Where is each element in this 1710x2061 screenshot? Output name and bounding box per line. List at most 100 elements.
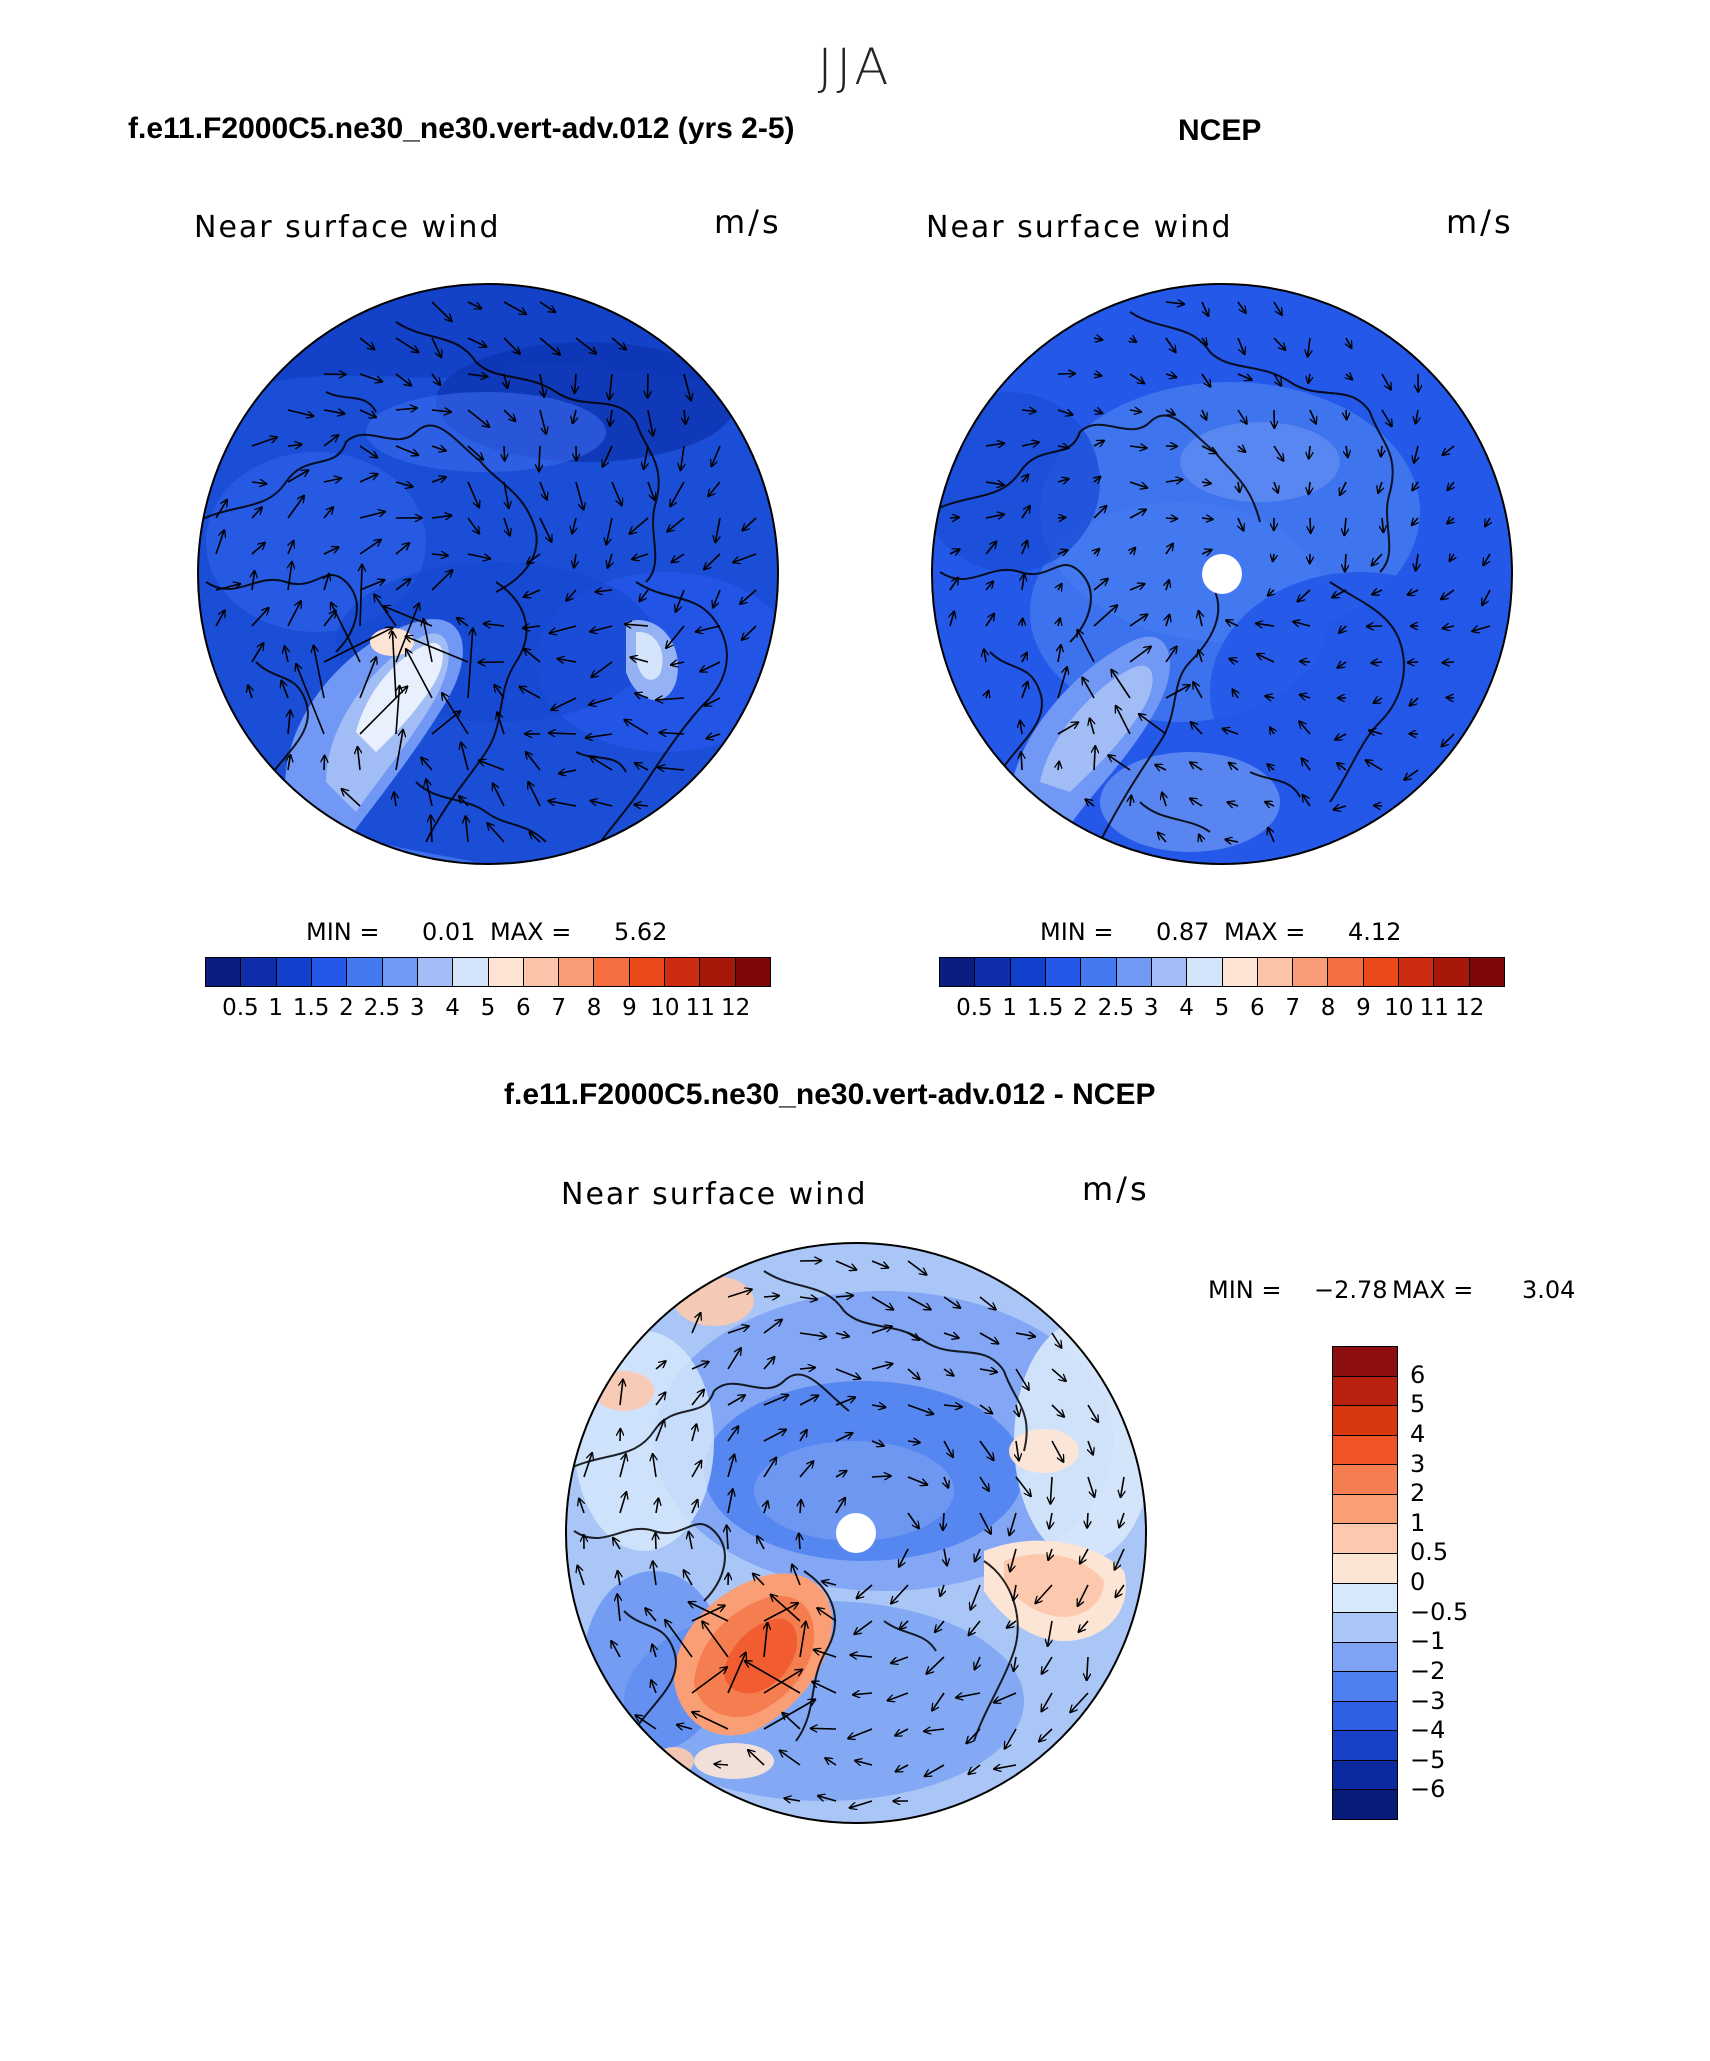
wind-vector-arrow xyxy=(1165,374,1177,378)
wind-vector-arrow xyxy=(575,373,577,394)
wind-vector-arrow xyxy=(691,1605,726,1622)
wind-vector-arrow xyxy=(1189,798,1203,807)
wind-vector-arrow xyxy=(691,1361,710,1370)
panel3-colorbar-swatch xyxy=(1333,1375,1397,1406)
wind-vector-arrow xyxy=(684,409,686,425)
wind-vector-arrow xyxy=(799,1461,814,1478)
wind-vector-arrow xyxy=(993,1692,1017,1703)
wind-vector-arrow xyxy=(799,1333,827,1337)
wind-vector-arrow xyxy=(620,1379,623,1406)
wind-vector-arrow xyxy=(1021,410,1037,412)
wind-vector-arrow xyxy=(1041,1692,1053,1712)
wind-vector-arrow xyxy=(1129,410,1142,412)
wind-vector-arrow xyxy=(1057,446,1070,448)
wind-vector-arrow xyxy=(467,301,482,310)
panel3-case-title: f.e11.F2000C5.ne30_ne30.vert-adv.012 - N… xyxy=(504,1078,1156,1111)
wind-vector-arrow xyxy=(1442,626,1455,629)
wind-vector-arrow xyxy=(610,409,612,427)
wind-vector-arrow xyxy=(645,1608,657,1622)
panel2-colorbar-tick-label: 5 xyxy=(1214,995,1230,1021)
panel1-min-value: 0.01 xyxy=(422,918,476,946)
wind-vector-arrow xyxy=(359,474,378,483)
panel1-polar-map xyxy=(197,283,779,865)
panel2-colorbar-tick-label: 6 xyxy=(1250,995,1265,1021)
wind-vector-arrow xyxy=(634,761,649,771)
panel1-colorbar-tick-label: 2 xyxy=(339,995,354,1021)
panel3-colorbar-swatch xyxy=(1333,1671,1397,1701)
wind-vector-arrow xyxy=(979,1440,994,1461)
panel3-colorbar-swatch xyxy=(1333,1612,1397,1642)
wind-vector-arrow xyxy=(1129,446,1148,448)
wind-vector-arrow xyxy=(639,589,649,602)
wind-vector-arrow xyxy=(970,1584,981,1611)
wind-vector-arrow xyxy=(979,1512,993,1535)
wind-vector-arrow xyxy=(1015,1368,1029,1391)
wind-vector-arrow xyxy=(503,481,509,509)
wind-vector-arrow xyxy=(1407,590,1419,595)
wind-vector-arrow xyxy=(467,553,491,559)
panel2-case-title: NCEP xyxy=(1178,114,1262,147)
wind-vector-arrow xyxy=(835,1470,847,1477)
wind-vector-arrow xyxy=(1051,1404,1065,1417)
wind-vector-arrow xyxy=(611,337,627,350)
wind-vector-arrow xyxy=(907,1260,927,1275)
wind-vector-arrow xyxy=(1015,1476,1031,1497)
wind-vector-arrow xyxy=(426,778,433,807)
wind-vector-arrow xyxy=(1022,652,1029,663)
wind-vector-arrow xyxy=(288,540,294,555)
wind-vector-arrow xyxy=(1237,301,1246,314)
panel2-colorbar-tick-label: 1 xyxy=(1002,995,1018,1021)
wind-vector-arrow xyxy=(1035,1584,1053,1604)
wind-vector-arrow xyxy=(655,698,685,700)
wind-vector-arrow xyxy=(1130,547,1136,554)
wind-vector-arrow xyxy=(324,755,325,771)
wind-vector-arrow xyxy=(607,553,612,569)
wind-vector-arrow xyxy=(985,581,994,591)
wind-vector-arrow xyxy=(526,553,541,564)
wind-vector-arrow xyxy=(359,686,408,735)
wind-vector-arrow xyxy=(1021,751,1022,771)
wind-vector-arrow xyxy=(539,337,561,355)
wind-vector-arrow xyxy=(923,1729,945,1731)
wind-vector-arrow xyxy=(1273,337,1286,351)
wind-vector-arrow xyxy=(871,1405,886,1407)
wind-vector-arrow xyxy=(727,1488,733,1514)
wind-vector-arrow xyxy=(431,410,452,412)
wind-vector-arrow xyxy=(359,656,377,699)
wind-vector-arrow xyxy=(572,517,576,534)
panel1-units: m/s xyxy=(714,203,782,241)
wind-vector-arrow xyxy=(1057,374,1076,375)
wind-vector-arrow xyxy=(1331,589,1347,599)
wind-vector-arrow xyxy=(1237,409,1247,425)
wind-vector-arrow xyxy=(523,589,541,597)
panel3-colorbar-tick-label: −4 xyxy=(1410,1716,1446,1745)
wind-vector-arrow xyxy=(1129,481,1148,488)
wind-vector-arrow xyxy=(966,1728,981,1744)
panel2-colorbar-swatch xyxy=(1044,958,1081,986)
panel3-colorbar-tick-label: −0.5 xyxy=(1410,1597,1469,1626)
panel2-colorbar-swatch xyxy=(1080,958,1116,986)
wind-vector-arrow xyxy=(984,648,986,663)
wind-vector-arrow xyxy=(944,1548,947,1566)
wind-vector-arrow xyxy=(1058,583,1062,590)
wind-vector-arrow xyxy=(1038,1728,1053,1742)
panel3-colorbar-swatch xyxy=(1333,1523,1397,1553)
wind-vector-arrow xyxy=(1346,337,1353,349)
wind-vector-arrow xyxy=(1227,802,1239,806)
wind-vector-arrow xyxy=(1013,1584,1016,1601)
wind-vector-arrow xyxy=(539,517,552,543)
wind-vector-arrow xyxy=(955,1692,981,1698)
wind-vector-arrow xyxy=(583,1452,592,1478)
panel3-colorbar-tick-label: 3 xyxy=(1410,1449,1426,1478)
wind-vector-arrow xyxy=(1094,745,1095,771)
wind-vector-arrow xyxy=(985,541,997,555)
panel2-colorbar-swatch xyxy=(940,958,975,986)
wind-vector-arrow xyxy=(323,435,339,447)
panel3-colorbar-swatch xyxy=(1333,1759,1397,1790)
wind-vector-arrow xyxy=(752,1573,765,1586)
wind-vector-arrow xyxy=(985,613,995,627)
wind-vector-arrow xyxy=(579,1498,584,1514)
wind-vector-arrow xyxy=(652,1644,656,1658)
wind-vector-arrow xyxy=(974,1656,980,1670)
wind-vector-arrow xyxy=(1345,553,1346,572)
